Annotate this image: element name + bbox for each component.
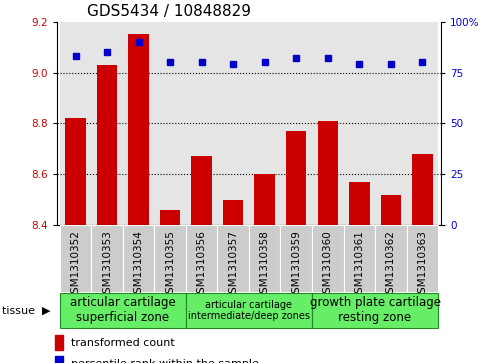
Bar — [97, 65, 117, 225]
Bar — [60, 22, 91, 225]
Text: GSM1310355: GSM1310355 — [165, 231, 175, 300]
Bar — [381, 195, 401, 225]
Bar — [128, 34, 149, 225]
Bar — [91, 22, 123, 225]
Bar — [375, 22, 407, 225]
Bar — [186, 22, 217, 225]
Text: GSM1310362: GSM1310362 — [386, 231, 396, 300]
FancyBboxPatch shape — [249, 225, 281, 292]
Text: GSM1310360: GSM1310360 — [323, 231, 333, 300]
FancyBboxPatch shape — [154, 225, 186, 292]
Bar — [317, 121, 338, 225]
Bar — [349, 182, 370, 225]
Text: percentile rank within the sample: percentile rank within the sample — [71, 359, 259, 363]
Bar — [344, 22, 375, 225]
Bar — [249, 22, 281, 225]
FancyBboxPatch shape — [123, 225, 154, 292]
Text: GSM1310352: GSM1310352 — [70, 231, 81, 300]
Text: GSM1310354: GSM1310354 — [134, 231, 143, 300]
FancyBboxPatch shape — [312, 293, 438, 328]
Bar — [55, 335, 63, 350]
FancyBboxPatch shape — [186, 225, 217, 292]
Bar — [407, 22, 438, 225]
Text: articular cartilage
intermediate/deep zones: articular cartilage intermediate/deep zo… — [188, 299, 310, 321]
Bar — [412, 154, 432, 225]
Bar — [312, 22, 344, 225]
Text: GSM1310353: GSM1310353 — [102, 231, 112, 300]
Text: GDS5434 / 10848829: GDS5434 / 10848829 — [87, 4, 251, 19]
FancyBboxPatch shape — [407, 225, 438, 292]
FancyBboxPatch shape — [344, 225, 375, 292]
Bar — [281, 22, 312, 225]
Text: articular cartilage
superficial zone: articular cartilage superficial zone — [70, 296, 176, 325]
Bar — [66, 118, 86, 225]
Bar — [254, 174, 275, 225]
Text: transformed count: transformed count — [71, 338, 175, 348]
FancyBboxPatch shape — [312, 225, 344, 292]
FancyBboxPatch shape — [60, 225, 91, 292]
FancyBboxPatch shape — [281, 225, 312, 292]
Bar — [160, 210, 180, 225]
Text: GSM1310359: GSM1310359 — [291, 231, 301, 300]
Text: GSM1310363: GSM1310363 — [417, 231, 427, 300]
Bar — [217, 22, 249, 225]
FancyBboxPatch shape — [375, 225, 407, 292]
FancyBboxPatch shape — [217, 225, 249, 292]
Bar — [154, 22, 186, 225]
Bar — [55, 356, 63, 363]
Bar — [223, 200, 244, 225]
Bar — [191, 156, 212, 225]
Text: tissue  ▶: tissue ▶ — [2, 305, 51, 315]
Text: GSM1310358: GSM1310358 — [260, 231, 270, 300]
Text: growth plate cartilage
resting zone: growth plate cartilage resting zone — [310, 296, 441, 325]
Text: GSM1310361: GSM1310361 — [354, 231, 364, 300]
Bar — [286, 131, 307, 225]
FancyBboxPatch shape — [91, 225, 123, 292]
FancyBboxPatch shape — [186, 293, 312, 328]
Bar — [123, 22, 154, 225]
Text: GSM1310356: GSM1310356 — [197, 231, 207, 300]
FancyBboxPatch shape — [60, 293, 186, 328]
Text: GSM1310357: GSM1310357 — [228, 231, 238, 300]
